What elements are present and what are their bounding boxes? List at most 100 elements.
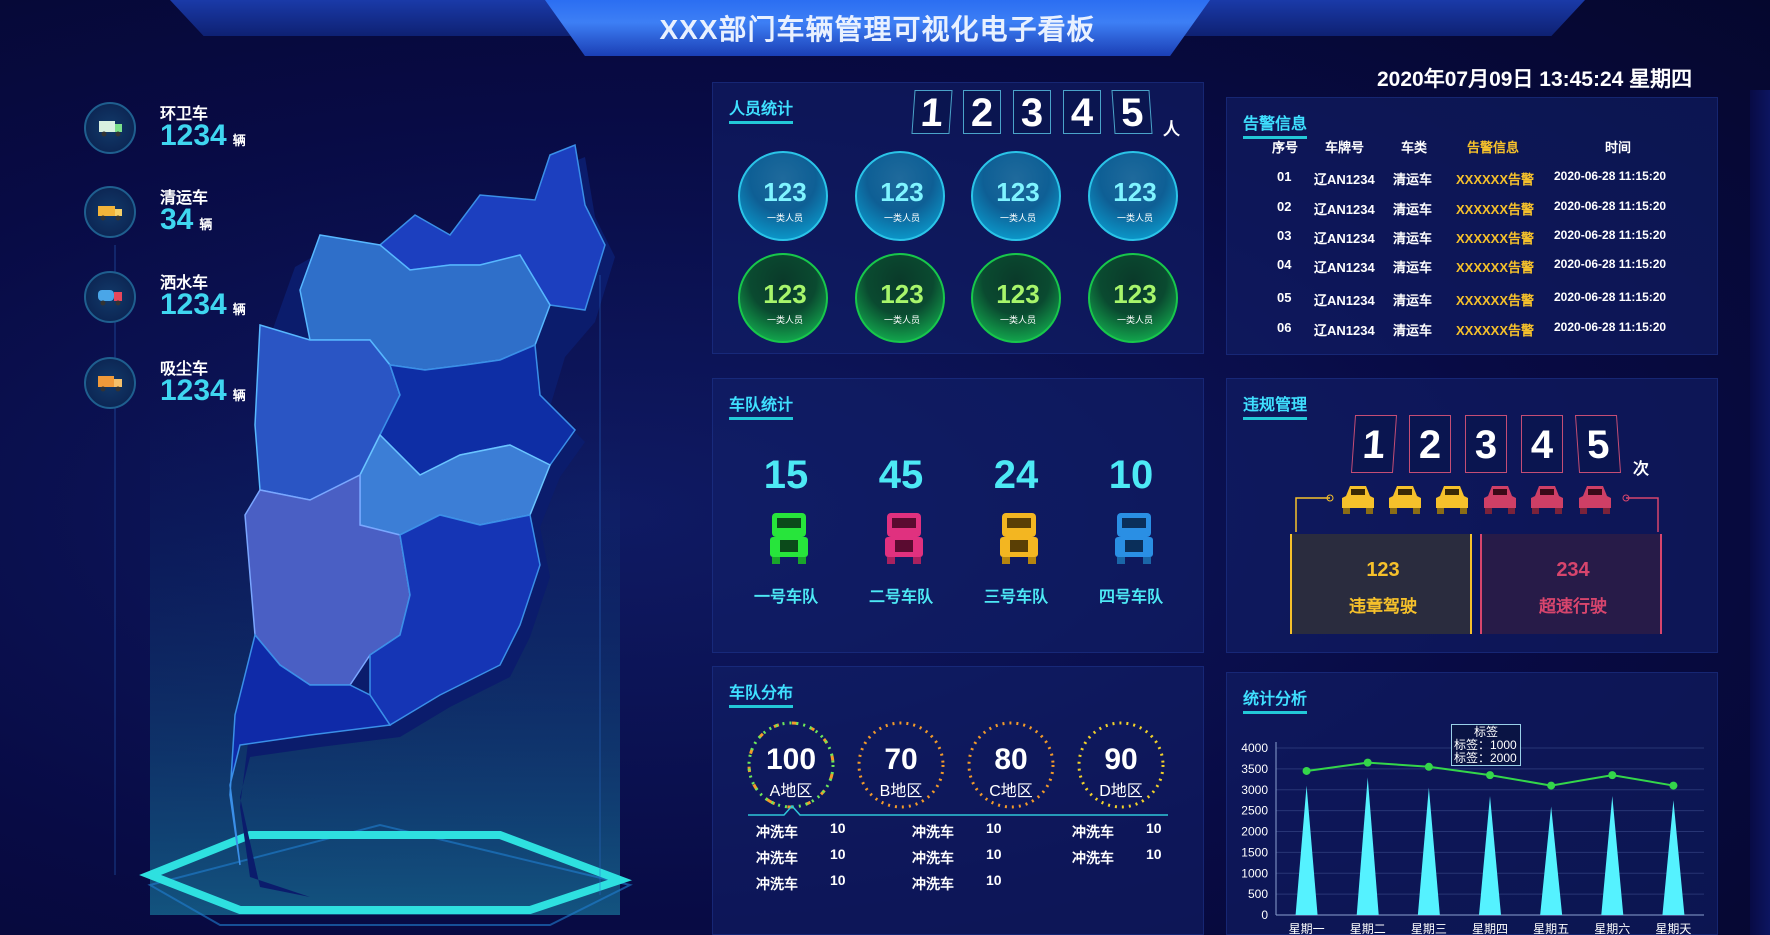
fleet-title: 车队统计 bbox=[729, 391, 793, 415]
header-wing-left bbox=[170, 0, 590, 36]
circle-label: 一类人员 bbox=[973, 313, 1063, 326]
detail-name: 冲洗车 bbox=[1072, 822, 1114, 842]
y-tick-label: 4000 bbox=[1241, 741, 1268, 755]
alarm-type: 清运车 bbox=[1393, 199, 1432, 218]
violation-box-value: 234 bbox=[1482, 559, 1664, 582]
region-gauge-d[interactable]: 90 D地区 bbox=[1073, 717, 1169, 813]
truck-icon bbox=[1111, 509, 1157, 565]
detail-value: 10 bbox=[986, 846, 1002, 862]
detail-value: 10 bbox=[830, 872, 846, 888]
dashboard: XXX部门车辆管理可视化电子看板 2020年07月09日 13:45:24 星期… bbox=[0, 0, 1770, 935]
vacuum-truck-icon bbox=[84, 357, 136, 409]
gauge-value: 80 bbox=[963, 743, 1059, 777]
circle-label: 一类人员 bbox=[740, 211, 830, 224]
violation-digit: 3 bbox=[1465, 415, 1507, 473]
alarm-header-plate: 车牌号 bbox=[1325, 137, 1364, 156]
fleet-name: 二号车队 bbox=[851, 583, 951, 607]
car-icon-yellow bbox=[1338, 482, 1378, 516]
fleet-name: 四号车队 bbox=[1081, 583, 1181, 607]
detail-name: 冲洗车 bbox=[756, 848, 798, 868]
gauge-value: 70 bbox=[853, 743, 949, 777]
gauge-label: B地区 bbox=[853, 777, 949, 801]
detail-name: 冲洗车 bbox=[756, 874, 798, 894]
x-tick-label: 星期二 bbox=[1350, 922, 1386, 935]
bar bbox=[1479, 796, 1501, 915]
line-point bbox=[1364, 759, 1372, 767]
violation-digit: 2 bbox=[1409, 415, 1451, 473]
violation-box-driving[interactable]: 123 违章驾驶 bbox=[1290, 534, 1472, 634]
alarm-info: XXXXXX告警 bbox=[1456, 257, 1534, 276]
vehicle-count-value: 34 bbox=[160, 203, 193, 236]
violation-box-speeding[interactable]: 234 超速行驶 bbox=[1480, 534, 1662, 634]
detail-value: 10 bbox=[986, 820, 1002, 836]
personnel-circle: 123 一类人员 bbox=[971, 253, 1061, 343]
vehicle-count: 1234 辆 bbox=[160, 119, 246, 153]
car-icon-red bbox=[1527, 482, 1567, 516]
analysis-title: 统计分析 bbox=[1243, 685, 1307, 709]
alarm-time: 2020-06-28 11:15:20 bbox=[1554, 290, 1666, 304]
circle-value: 123 bbox=[740, 177, 830, 208]
line-point bbox=[1608, 771, 1616, 779]
fleet-name: 一号车队 bbox=[736, 583, 836, 607]
alarm-time: 2020-06-28 11:15:20 bbox=[1554, 169, 1666, 183]
circle-value: 123 bbox=[973, 279, 1063, 310]
vehicle-count: 1234 辆 bbox=[160, 374, 246, 408]
personnel-circle: 123 一类人员 bbox=[738, 253, 828, 343]
y-tick-label: 3000 bbox=[1241, 783, 1268, 797]
vehicle-unit: 辆 bbox=[233, 388, 246, 403]
personnel-title: 人员统计 bbox=[729, 95, 793, 119]
bar bbox=[1540, 806, 1562, 915]
detail-value: 10 bbox=[1146, 846, 1162, 862]
right-edge bbox=[1750, 90, 1770, 935]
alarm-plate: 辽AN1234 bbox=[1314, 290, 1375, 309]
circle-value: 123 bbox=[857, 279, 947, 310]
y-tick-label: 2500 bbox=[1241, 804, 1268, 818]
personnel-digit: 5 bbox=[1111, 90, 1152, 134]
detail-name: 冲洗车 bbox=[1072, 848, 1114, 868]
fleet-count: 24 bbox=[966, 453, 1066, 498]
alarm-time: 2020-06-28 11:15:20 bbox=[1554, 320, 1666, 334]
y-tick-label: 1000 bbox=[1241, 866, 1268, 880]
circle-value: 123 bbox=[973, 177, 1063, 208]
car-icon-red bbox=[1480, 482, 1520, 516]
personnel-circle: 123 一类人员 bbox=[1088, 151, 1178, 241]
y-tick-label: 3500 bbox=[1241, 762, 1268, 776]
region-gauge-b[interactable]: 70 B地区 bbox=[853, 717, 949, 813]
violations-title: 违规管理 bbox=[1243, 391, 1307, 415]
gauge-label: D地区 bbox=[1073, 777, 1169, 801]
alarm-info: XXXXXX告警 bbox=[1456, 169, 1534, 188]
x-tick-label: 星期一 bbox=[1289, 922, 1325, 935]
bar bbox=[1357, 777, 1379, 915]
bar bbox=[1601, 796, 1623, 915]
detail-name: 冲洗车 bbox=[912, 848, 954, 868]
x-tick-label: 星期六 bbox=[1594, 922, 1630, 935]
region-gauge-c[interactable]: 80 C地区 bbox=[963, 717, 1059, 813]
vehicle-count-value: 1234 bbox=[160, 288, 227, 321]
line-point bbox=[1669, 782, 1677, 790]
alarm-no: 03 bbox=[1277, 228, 1291, 243]
violation-box-value: 123 bbox=[1292, 559, 1474, 582]
personnel-unit: 人 bbox=[1163, 115, 1180, 140]
sanitation-truck-icon bbox=[84, 102, 136, 154]
delivery-truck-icon bbox=[84, 186, 136, 238]
vehicle-count-value: 1234 bbox=[160, 374, 227, 407]
line-point bbox=[1547, 782, 1555, 790]
alarm-plate: 辽AN1234 bbox=[1314, 320, 1375, 339]
alarm-header-no: 序号 bbox=[1272, 137, 1298, 156]
personnel-circle: 123 一类人员 bbox=[855, 253, 945, 343]
alarm-time: 2020-06-28 11:15:20 bbox=[1554, 257, 1666, 271]
violation-digit: 4 bbox=[1521, 415, 1563, 473]
bar bbox=[1662, 800, 1684, 915]
header-wing-right bbox=[1165, 0, 1585, 36]
region-gauge-a[interactable]: 100 A地区 bbox=[743, 717, 839, 813]
fleet-count: 10 bbox=[1081, 453, 1181, 498]
vehicle-unit: 辆 bbox=[233, 133, 246, 148]
alarm-header-time: 时间 bbox=[1605, 137, 1631, 156]
x-tick-label: 星期五 bbox=[1533, 922, 1569, 935]
alarm-no: 02 bbox=[1277, 199, 1291, 214]
alarm-header-info: 告警信息 bbox=[1467, 137, 1519, 156]
alarm-info: XXXXXX告警 bbox=[1456, 320, 1534, 339]
personnel-digit: 3 bbox=[1013, 90, 1051, 134]
circle-label: 一类人员 bbox=[1090, 211, 1180, 224]
datetime: 2020年07月09日 13:45:24 星期四 bbox=[1377, 63, 1692, 93]
